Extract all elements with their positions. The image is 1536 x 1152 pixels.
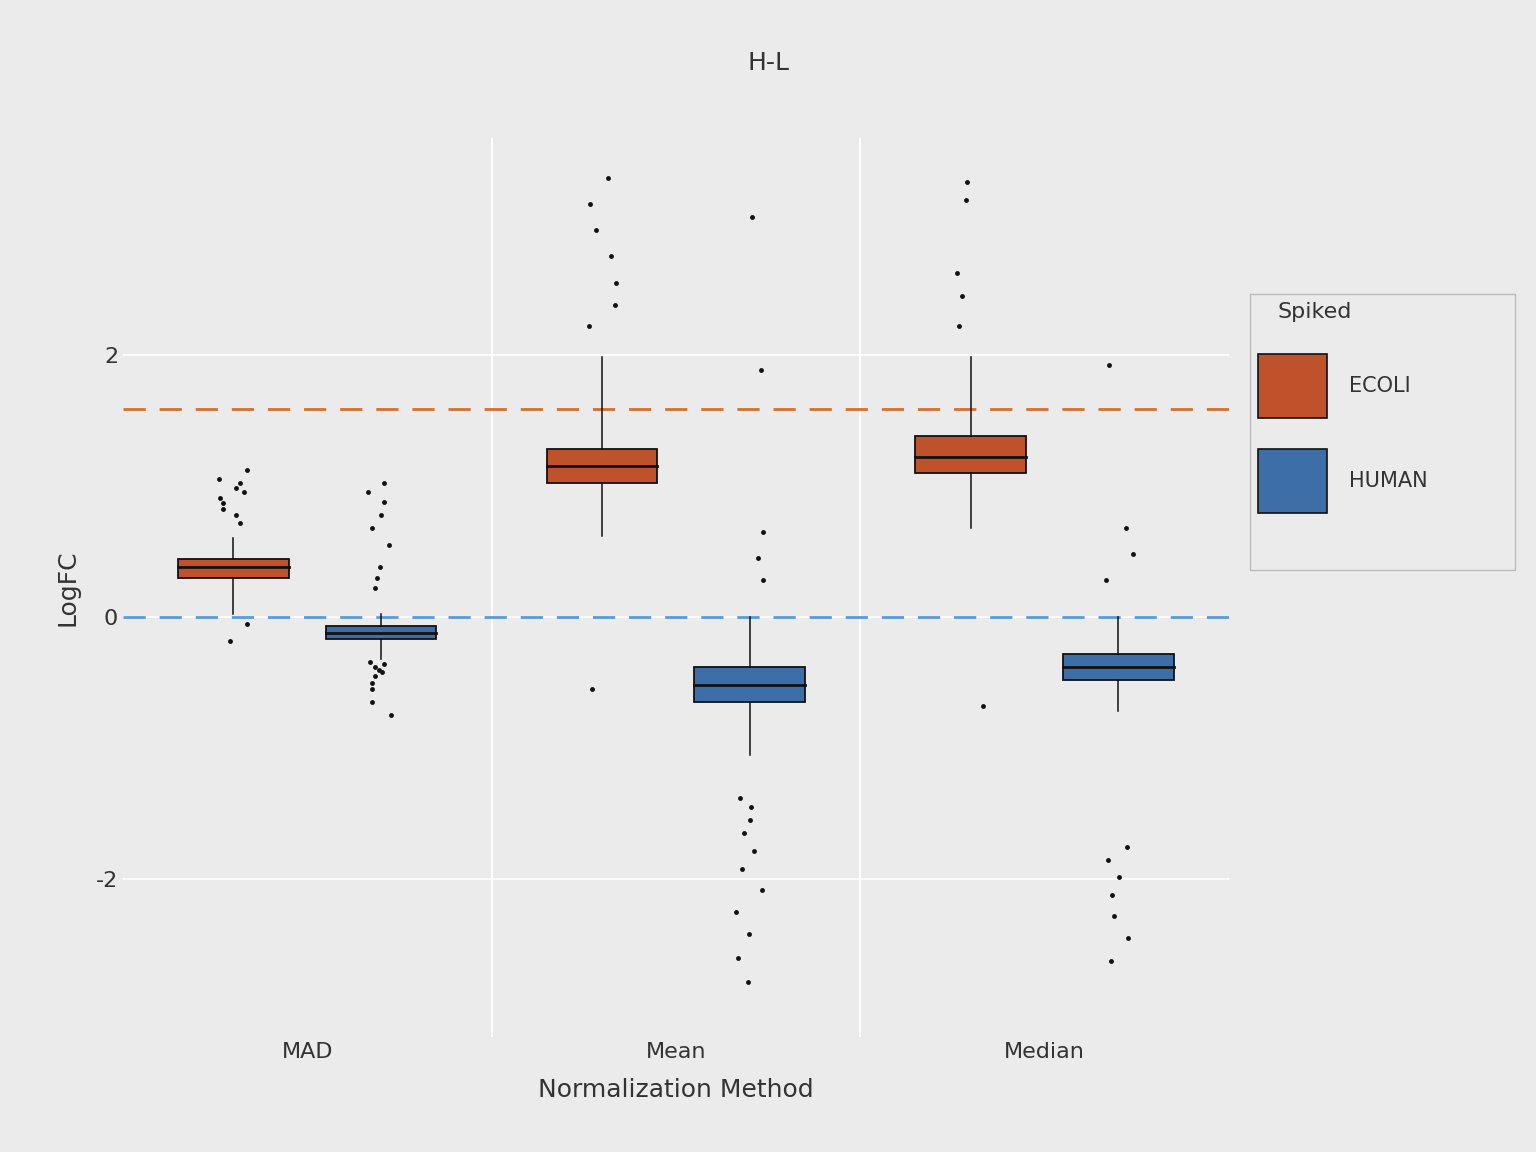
Bar — [1063, 654, 1174, 680]
Bar — [326, 627, 436, 639]
Text: H-L: H-L — [746, 52, 790, 75]
Bar — [1258, 355, 1327, 418]
Bar — [178, 560, 289, 577]
Text: HUMAN: HUMAN — [1349, 471, 1428, 491]
Bar — [547, 449, 657, 483]
Bar — [1258, 449, 1327, 513]
Bar — [915, 435, 1026, 472]
Bar — [694, 667, 805, 703]
Text: ECOLI: ECOLI — [1349, 376, 1412, 396]
Text: Spiked: Spiked — [1278, 303, 1352, 323]
Y-axis label: LogFC: LogFC — [55, 550, 78, 626]
X-axis label: Normalization Method: Normalization Method — [538, 1078, 814, 1102]
FancyBboxPatch shape — [1250, 294, 1514, 570]
